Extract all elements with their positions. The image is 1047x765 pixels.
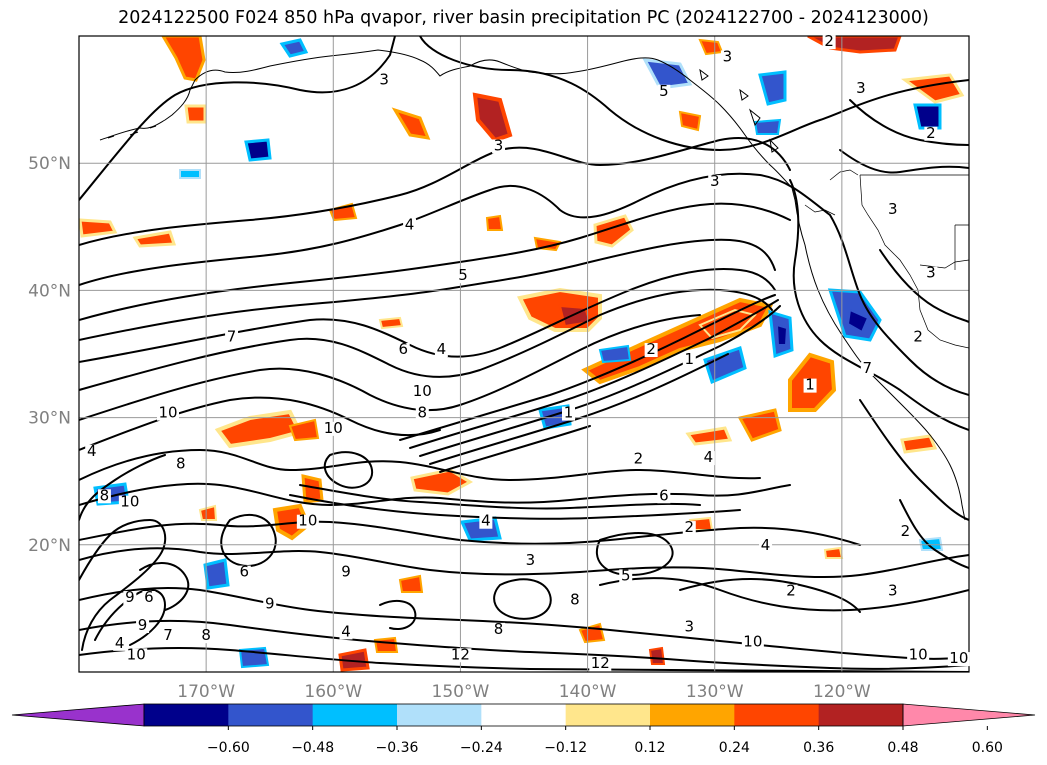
- contour-label: 9: [265, 594, 275, 612]
- colorbar-tick-label: 0.24: [719, 740, 750, 756]
- contour-label: 1: [685, 350, 695, 368]
- colorbar-tick-label: 0.36: [803, 740, 834, 756]
- contour-label: 4: [761, 536, 771, 554]
- colorbar-tick-label: −0.60: [207, 740, 250, 756]
- colorbar-segment: [566, 704, 651, 726]
- contour-label: 1: [805, 376, 815, 394]
- contour-label: 8: [100, 486, 110, 504]
- contour-label: 2: [685, 518, 695, 536]
- latitude-label: 20°N: [28, 536, 71, 556]
- contour-label: 2: [824, 32, 834, 50]
- contour-label: 1: [564, 404, 574, 422]
- contour-label: 7: [227, 327, 237, 345]
- contour-label: 10: [413, 382, 432, 400]
- colorbar-segment: [819, 704, 904, 726]
- contour-label: 6: [398, 340, 408, 358]
- contour-label: 3: [685, 617, 695, 635]
- colorbar-tick-label: 0.48: [887, 740, 918, 756]
- contour-label: 4: [405, 215, 415, 233]
- contour-label: 4: [115, 634, 125, 652]
- latitude-labels: 50°N 40°N 30°N 20°N: [28, 154, 71, 556]
- contour-label: 7: [863, 359, 873, 377]
- contour-label: 3: [856, 79, 866, 97]
- latitude-label: 50°N: [28, 154, 71, 174]
- contour-label: 3: [710, 172, 720, 190]
- colorbar-tick-label: −0.36: [376, 740, 419, 756]
- colorbar-segment: [650, 704, 735, 726]
- contour-label: 5: [659, 82, 669, 100]
- contour-label: 4: [437, 340, 447, 358]
- contour-label: 3: [526, 551, 536, 569]
- contour-label: 8: [176, 454, 186, 472]
- longitude-labels: 170°W 160°W 150°W 140°W 130°W 120°W: [177, 682, 871, 702]
- latitude-label: 30°N: [28, 409, 71, 429]
- longitude-label: 170°W: [177, 682, 235, 702]
- colorbar-segment: [481, 704, 566, 726]
- longitude-label: 150°W: [432, 682, 490, 702]
- contour-label: 6: [659, 486, 669, 504]
- contour-label: 8: [418, 404, 428, 422]
- colorbar-tick-label: −0.48: [291, 740, 334, 756]
- contour-label: 4: [87, 442, 97, 460]
- contour-label: 2: [926, 124, 936, 142]
- colorbar-tick-label: 0.60: [972, 740, 1003, 756]
- longitude-label: 140°W: [559, 682, 617, 702]
- colorbar: [12, 704, 1035, 726]
- contour-label: 3: [888, 200, 898, 218]
- contour-label: 8: [201, 626, 211, 644]
- contour-label: 3: [888, 582, 898, 600]
- map-figure: 3353324576 41010108 12112 4624342 35831010 10…: [0, 0, 1047, 765]
- contour-label: 8: [570, 591, 580, 609]
- colorbar-segment: [734, 704, 819, 726]
- colorbar-segment: [228, 704, 313, 726]
- latitude-label: 40°N: [28, 281, 71, 301]
- colorbar-tick-label: −0.12: [544, 740, 587, 756]
- contour-label: 4: [341, 622, 351, 640]
- contour-label: 10: [298, 512, 317, 530]
- colorbar-tick-label: 0.12: [634, 740, 665, 756]
- longitude-label: 120°W: [813, 682, 871, 702]
- contour-label: 12: [591, 654, 610, 672]
- contour-label: 4: [481, 512, 491, 530]
- colorbar-segment: [397, 704, 482, 726]
- contour-label: 4: [704, 448, 714, 466]
- colorbar-extend-min: [12, 704, 144, 726]
- colorbar-tick-label: −0.24: [460, 740, 503, 756]
- contour-label: 12: [451, 645, 470, 663]
- contour-label: 2: [646, 340, 656, 358]
- contour-label: 5: [458, 266, 468, 284]
- contour-label: 5: [621, 566, 631, 584]
- contour-label: 10: [127, 645, 146, 663]
- contour-label: 2: [786, 582, 796, 600]
- contour-label: 10: [120, 493, 139, 511]
- contour-label: 10: [324, 419, 343, 437]
- colorbar-extend-max: [903, 704, 1035, 726]
- contour-label: 8: [494, 620, 504, 638]
- contour-label: 3: [494, 136, 504, 154]
- longitude-label: 160°W: [304, 682, 362, 702]
- colorbar-segment: [313, 704, 398, 726]
- contour-label: 6: [240, 563, 250, 581]
- contour-label: 9: [125, 588, 135, 606]
- contour-label: 7: [163, 626, 173, 644]
- contour-label: 10: [909, 645, 928, 663]
- contour-label: 2: [901, 522, 911, 540]
- longitude-label: 130°W: [686, 682, 744, 702]
- contour-label: 6: [144, 588, 154, 606]
- contour-label: 9: [341, 563, 351, 581]
- contour-label: 9: [138, 616, 148, 634]
- colorbar-segment: [144, 704, 229, 726]
- contour-label: 3: [379, 70, 389, 88]
- contour-label: 3: [723, 47, 733, 65]
- colorbar-tick-labels: −0.60 −0.48 −0.36 −0.24 −0.12 0.12 0.24 0.36 0.4…: [207, 726, 1003, 756]
- contour-label: 10: [158, 404, 177, 422]
- contour-label: 10: [743, 633, 762, 651]
- contour-label: 10: [949, 649, 968, 667]
- contour-label: 2: [634, 449, 644, 467]
- contour-label: 2: [913, 327, 923, 345]
- contour-label: 3: [926, 264, 936, 282]
